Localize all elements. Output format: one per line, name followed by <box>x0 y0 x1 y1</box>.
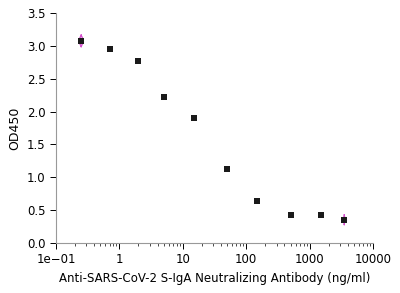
Point <box>341 217 348 222</box>
Point <box>160 95 167 100</box>
Point <box>288 213 294 217</box>
Y-axis label: OD450: OD450 <box>8 106 21 150</box>
Point <box>191 116 197 120</box>
Point <box>106 47 113 52</box>
Point <box>135 58 142 63</box>
X-axis label: Anti-SARS-CoV-2 S-IgA Neutralizing Antibody (ng/ml): Anti-SARS-CoV-2 S-IgA Neutralizing Antib… <box>59 272 370 285</box>
Point <box>224 167 230 172</box>
Point <box>318 213 324 217</box>
Point <box>78 38 84 43</box>
Point <box>254 199 261 204</box>
